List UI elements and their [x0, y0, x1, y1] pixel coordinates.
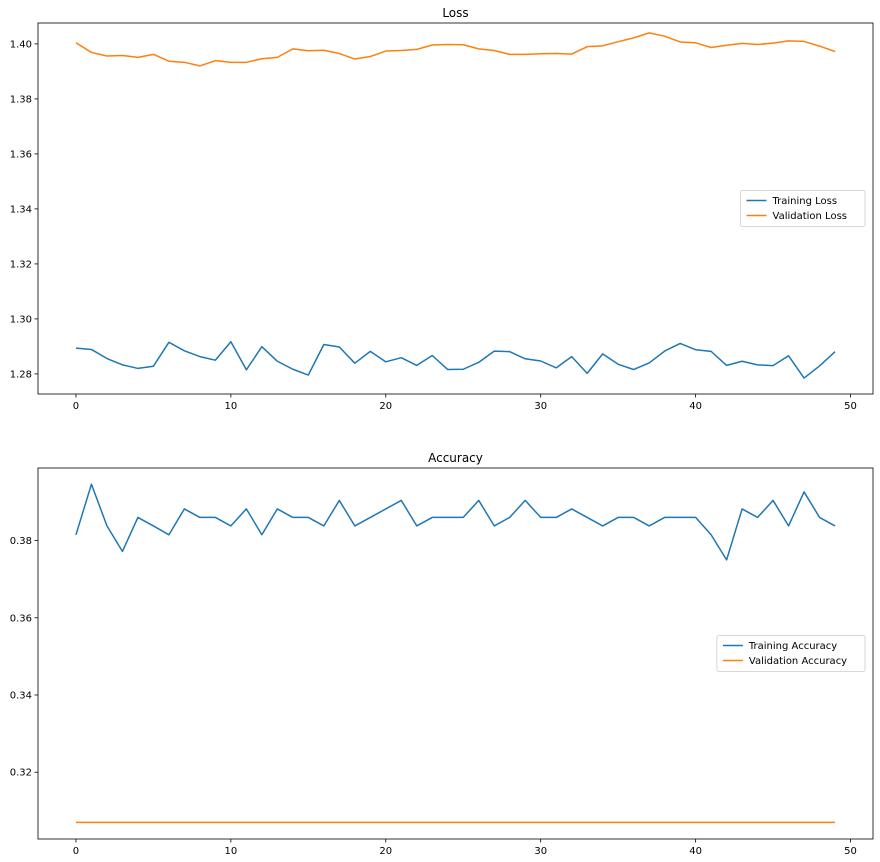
- accuracy-y-tick-label: 0.36: [10, 613, 32, 624]
- loss-x-tick-label: 40: [689, 401, 702, 412]
- accuracy-legend-box: [716, 635, 866, 672]
- loss-x-tick-label: 10: [225, 401, 238, 412]
- accuracy-y-tick-label: 0.34: [10, 691, 32, 702]
- loss-y-tick-label: 1.28: [10, 369, 32, 380]
- accuracy-legend: Training Accuracy Validation Accuracy: [716, 635, 866, 672]
- loss-legend: Training Loss Validation Loss: [740, 190, 866, 227]
- loss-y-tick-label: 1.34: [10, 204, 32, 215]
- loss-legend-box: [740, 190, 866, 227]
- accuracy-x-tick-label: 40: [689, 846, 702, 857]
- accuracy-legend-label-training-accuracy: Training Accuracy: [748, 641, 837, 652]
- loss-x-tick-label: 30: [534, 401, 547, 412]
- loss-y-tick-label: 1.30: [10, 314, 32, 325]
- accuracy-x-tick-label: 30: [534, 846, 547, 857]
- loss-x-tick-label: 20: [379, 401, 392, 412]
- loss-axes-frame: [37, 22, 874, 395]
- accuracy-x-tick-label: 10: [225, 846, 238, 857]
- loss-y-tick-label: 1.38: [10, 94, 32, 105]
- loss-legend-label-training-loss: Training Loss: [772, 196, 838, 207]
- loss-series-training-loss-line: [75, 341, 836, 379]
- accuracy-x-tick-label: 0: [73, 846, 79, 857]
- accuracy-x-tick-label: 20: [379, 846, 392, 857]
- loss-series-validation-loss-line: [75, 32, 836, 67]
- accuracy-title: Accuracy: [428, 451, 483, 465]
- loss-x-tick-label: 0: [73, 401, 79, 412]
- accuracy-y-tick-label: 0.32: [10, 768, 32, 779]
- loss-chart: Loss 0 10 20 30 40 50 1.28 1.30 1.32 1.34 1.36 1.38 1…: [10, 6, 874, 412]
- accuracy-series-training-accuracy-line: [75, 483, 836, 561]
- loss-y-tick-label: 1.40: [10, 39, 32, 50]
- loss-y-tick-label: 1.36: [10, 149, 32, 160]
- accuracy-y-tick-label: 0.38: [10, 536, 32, 547]
- loss-x-tick-label: 50: [844, 401, 857, 412]
- loss-legend-label-validation-loss: Validation Loss: [773, 211, 848, 222]
- accuracy-legend-label-validation-accuracy: Validation Accuracy: [749, 656, 847, 667]
- loss-title: Loss: [442, 6, 468, 20]
- accuracy-axes-frame: [37, 467, 874, 840]
- loss-y-tick-label: 1.32: [10, 259, 32, 270]
- accuracy-x-tick-label: 50: [844, 846, 857, 857]
- accuracy-chart: Accuracy 0 10 20 30 40 50 0.32 0.34 0.36 0.38 Train…: [10, 451, 874, 857]
